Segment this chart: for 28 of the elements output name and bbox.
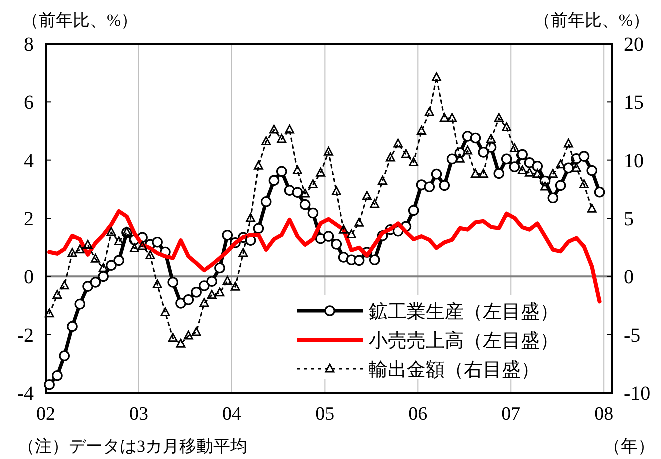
y-tick-label: 0: [24, 266, 34, 289]
y-tick-label: -2: [17, 324, 34, 347]
x-tick-label: 02: [36, 404, 56, 425]
y2-tick-label: -10: [624, 383, 651, 405]
x-tick-label: 07: [502, 404, 521, 425]
y2-tick-label: 5: [624, 208, 634, 230]
y-tick-label: 2: [24, 208, 34, 230]
x-axis-title: （年）: [604, 437, 655, 456]
y-tick-label: 4: [24, 150, 34, 172]
x-tick-label: 04: [222, 404, 242, 425]
y2-axis-title: （前年比、%）: [534, 11, 650, 30]
y2-tick-label: -5: [624, 324, 641, 347]
legend-label: 輸出金額（右目盛）: [369, 360, 540, 381]
x-tick-label: 06: [408, 404, 428, 425]
x-tick-label: 03: [129, 404, 148, 425]
text: （注）データは3カ月移動平均: [18, 437, 248, 456]
x-tick-label: 08: [594, 404, 614, 425]
y-tick-label: -4: [17, 383, 34, 405]
legend-label: 鉱工業生産（左目盛）: [369, 301, 559, 323]
y2-tick-label: 10: [624, 150, 644, 172]
y2-tick-label: 20: [624, 34, 644, 56]
legend-label: 小売売上高（左目盛）: [369, 330, 559, 352]
y-axis-title: （前年比、%）: [22, 11, 138, 30]
y-tick-label: 8: [24, 34, 34, 56]
y-tick-label: 6: [24, 92, 34, 114]
y2-tick-label: 15: [624, 92, 644, 114]
x-tick-label: 05: [316, 404, 335, 425]
y2-tick-label: 0: [624, 266, 634, 289]
